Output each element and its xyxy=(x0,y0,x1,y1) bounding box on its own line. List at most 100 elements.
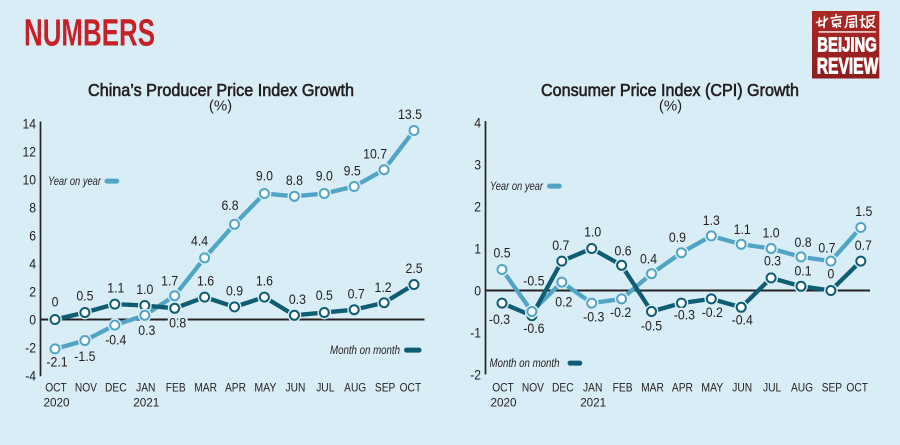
svg-text:(%): (%) xyxy=(659,98,682,115)
svg-text:MAR: MAR xyxy=(194,381,217,395)
svg-text:0.7: 0.7 xyxy=(348,285,365,301)
svg-text:9.0: 9.0 xyxy=(256,168,273,184)
svg-text:9.5: 9.5 xyxy=(344,163,361,179)
svg-text:14: 14 xyxy=(23,116,37,132)
svg-text:0: 0 xyxy=(828,266,835,282)
svg-text:-2.1: -2.1 xyxy=(46,353,67,369)
svg-text:-0.3: -0.3 xyxy=(489,311,510,327)
svg-text:MAR: MAR xyxy=(641,381,664,395)
svg-text:1.2: 1.2 xyxy=(375,279,392,295)
svg-text:Month on month: Month on month xyxy=(330,345,400,357)
svg-text:0: 0 xyxy=(29,312,36,328)
svg-text:0.5: 0.5 xyxy=(316,287,333,303)
svg-text:-1.5: -1.5 xyxy=(74,348,95,364)
svg-text:4: 4 xyxy=(474,115,481,131)
svg-text:8.8: 8.8 xyxy=(286,172,303,188)
svg-text:AUG: AUG xyxy=(344,381,366,395)
svg-text:OCT: OCT xyxy=(45,381,67,395)
svg-text:-0.5: -0.5 xyxy=(641,318,662,334)
svg-text:OCT: OCT xyxy=(400,381,422,395)
svg-text:0.2: 0.2 xyxy=(555,294,572,310)
svg-text:1.6: 1.6 xyxy=(197,272,214,288)
svg-text:SEP: SEP xyxy=(375,381,395,395)
svg-text:-4: -4 xyxy=(25,368,36,384)
svg-text:JAN: JAN xyxy=(136,381,155,395)
svg-text:China’s Producer Price Index G: China’s Producer Price Index Growth xyxy=(88,80,354,100)
svg-text:1.0: 1.0 xyxy=(136,281,153,297)
svg-text:2: 2 xyxy=(29,284,36,300)
svg-text:6.8: 6.8 xyxy=(221,197,238,213)
svg-text:-1: -1 xyxy=(470,325,481,341)
svg-text:Year on year: Year on year xyxy=(490,181,544,193)
svg-text:1.0: 1.0 xyxy=(763,225,780,241)
svg-text:FEB: FEB xyxy=(166,381,186,395)
svg-text:9.0: 9.0 xyxy=(316,168,333,184)
svg-text:2020: 2020 xyxy=(491,396,517,410)
svg-text:(%): (%) xyxy=(209,98,232,115)
svg-text:10.7: 10.7 xyxy=(363,145,387,161)
svg-text:6: 6 xyxy=(29,228,36,244)
svg-text:JAN: JAN xyxy=(583,381,602,395)
svg-text:-0.6: -0.6 xyxy=(523,320,544,336)
svg-text:-0.3: -0.3 xyxy=(583,309,604,325)
svg-text:0.7: 0.7 xyxy=(855,237,872,253)
svg-text:-0.2: -0.2 xyxy=(702,304,723,320)
svg-text:1.1: 1.1 xyxy=(107,279,124,295)
svg-text:0.5: 0.5 xyxy=(76,288,93,304)
svg-text:DEC: DEC xyxy=(105,381,127,395)
svg-text:0.7: 0.7 xyxy=(552,237,569,253)
svg-text:JUN: JUN xyxy=(286,381,306,395)
svg-text:4: 4 xyxy=(29,256,36,272)
svg-text:0.8: 0.8 xyxy=(794,234,811,250)
svg-text:0.6: 0.6 xyxy=(615,243,632,259)
svg-text:13.5: 13.5 xyxy=(398,106,422,122)
svg-text:0.9: 0.9 xyxy=(669,229,686,245)
svg-text:-2: -2 xyxy=(470,367,481,383)
svg-text:0.9: 0.9 xyxy=(226,283,243,299)
svg-text:2020: 2020 xyxy=(44,396,70,410)
svg-text:2.5: 2.5 xyxy=(405,260,422,276)
svg-text:2: 2 xyxy=(474,199,481,215)
svg-text:-0.5: -0.5 xyxy=(523,273,544,289)
svg-text:JUN: JUN xyxy=(732,381,752,395)
svg-text:OCT: OCT xyxy=(846,381,868,395)
svg-text:Consumer Price Index (CPI) Gro: Consumer Price Index (CPI) Growth xyxy=(541,80,799,100)
svg-text:NOV: NOV xyxy=(522,381,545,395)
svg-text:10: 10 xyxy=(23,172,37,188)
svg-text:-0.2: -0.2 xyxy=(610,304,631,320)
svg-text:Year on year: Year on year xyxy=(48,176,102,188)
svg-text:0.3: 0.3 xyxy=(289,291,306,307)
svg-text:0: 0 xyxy=(52,294,59,310)
svg-text:1.0: 1.0 xyxy=(584,224,601,240)
svg-text:1.6: 1.6 xyxy=(256,272,273,288)
svg-text:-0.4: -0.4 xyxy=(732,311,753,327)
svg-text:BEIJING: BEIJING xyxy=(817,33,877,56)
svg-text:4.4: 4.4 xyxy=(191,233,208,249)
svg-text:REVIEW: REVIEW xyxy=(817,54,879,79)
svg-text:AUG: AUG xyxy=(791,381,813,395)
svg-text:1.1: 1.1 xyxy=(734,221,751,237)
svg-text:2021: 2021 xyxy=(580,396,606,410)
svg-text:1.7: 1.7 xyxy=(161,273,178,289)
svg-text:JUL: JUL xyxy=(316,381,334,395)
svg-text:0: 0 xyxy=(474,283,481,299)
svg-text:DEC: DEC xyxy=(552,381,574,395)
svg-text:0.7: 0.7 xyxy=(818,239,835,255)
svg-text:1.5: 1.5 xyxy=(855,203,872,219)
svg-text:8: 8 xyxy=(29,200,36,216)
svg-text:1: 1 xyxy=(474,241,481,257)
svg-text:-0.4: -0.4 xyxy=(105,332,126,348)
svg-text:3: 3 xyxy=(474,157,481,173)
svg-text:Month on month: Month on month xyxy=(490,358,560,370)
svg-text:SEP: SEP xyxy=(822,381,842,395)
svg-text:MAY: MAY xyxy=(254,381,276,395)
svg-text:2021: 2021 xyxy=(133,396,159,410)
svg-text:0.8: 0.8 xyxy=(169,314,186,330)
svg-text:APR: APR xyxy=(225,381,246,395)
svg-text:-0.3: -0.3 xyxy=(674,307,695,323)
svg-text:0.1: 0.1 xyxy=(794,263,811,279)
svg-text:12: 12 xyxy=(23,144,37,160)
svg-text:NUMBERS: NUMBERS xyxy=(24,13,155,55)
svg-text:MAY: MAY xyxy=(701,381,723,395)
svg-text:0.3: 0.3 xyxy=(764,253,781,269)
